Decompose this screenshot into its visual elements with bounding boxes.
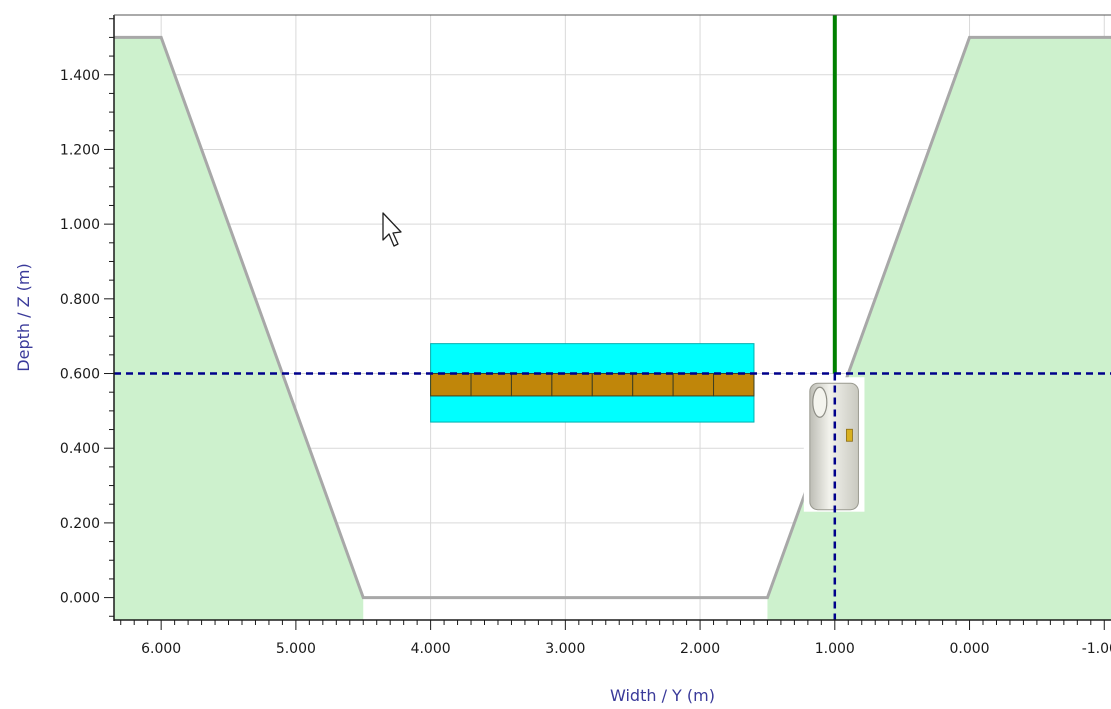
y-tick-label: 0.600 — [60, 367, 100, 383]
pipe-segment — [591, 373, 634, 397]
y-tick-label: 1.200 — [60, 142, 100, 158]
pipe-segment — [430, 373, 472, 397]
tool-object-indicator — [846, 428, 853, 442]
trench-profile-line — [114, 35, 1111, 600]
y-tick-label: 0.200 — [60, 516, 100, 532]
x-tick-label: 0.000 — [949, 641, 989, 657]
pipe-segment — [551, 373, 593, 397]
pipe-segment — [470, 373, 512, 397]
y-tick-label: 0.000 — [60, 591, 100, 607]
soil-area-left — [114, 37, 364, 620]
pipe-segment — [713, 373, 755, 397]
pipe-segment — [672, 373, 715, 397]
x-tick-label: -1.000 — [1082, 641, 1111, 657]
tool-object — [803, 377, 865, 512]
x-tick-label: 3.000 — [545, 641, 585, 657]
pipe-segment — [510, 373, 553, 397]
y-tick-label: 0.400 — [60, 441, 100, 457]
y-axis-title: Depth / Z (m) — [14, 263, 33, 371]
y-tick-label: 1.000 — [60, 217, 100, 233]
x-tick-label: 6.000 — [141, 641, 181, 657]
pipe-segment — [632, 373, 674, 397]
y-tick-label: 0.800 — [60, 292, 100, 308]
mouse-cursor-icon — [382, 212, 402, 247]
tool-object-lens — [812, 386, 828, 418]
x-tick-label: 1.000 — [815, 641, 855, 657]
x-axis-title: Width / Y (m) — [610, 686, 715, 705]
x-tick-label: 4.000 — [411, 641, 451, 657]
x-tick-label: 2.000 — [680, 641, 720, 657]
x-tick-label: 5.000 — [276, 641, 316, 657]
y-tick-label: 1.400 — [60, 68, 100, 84]
